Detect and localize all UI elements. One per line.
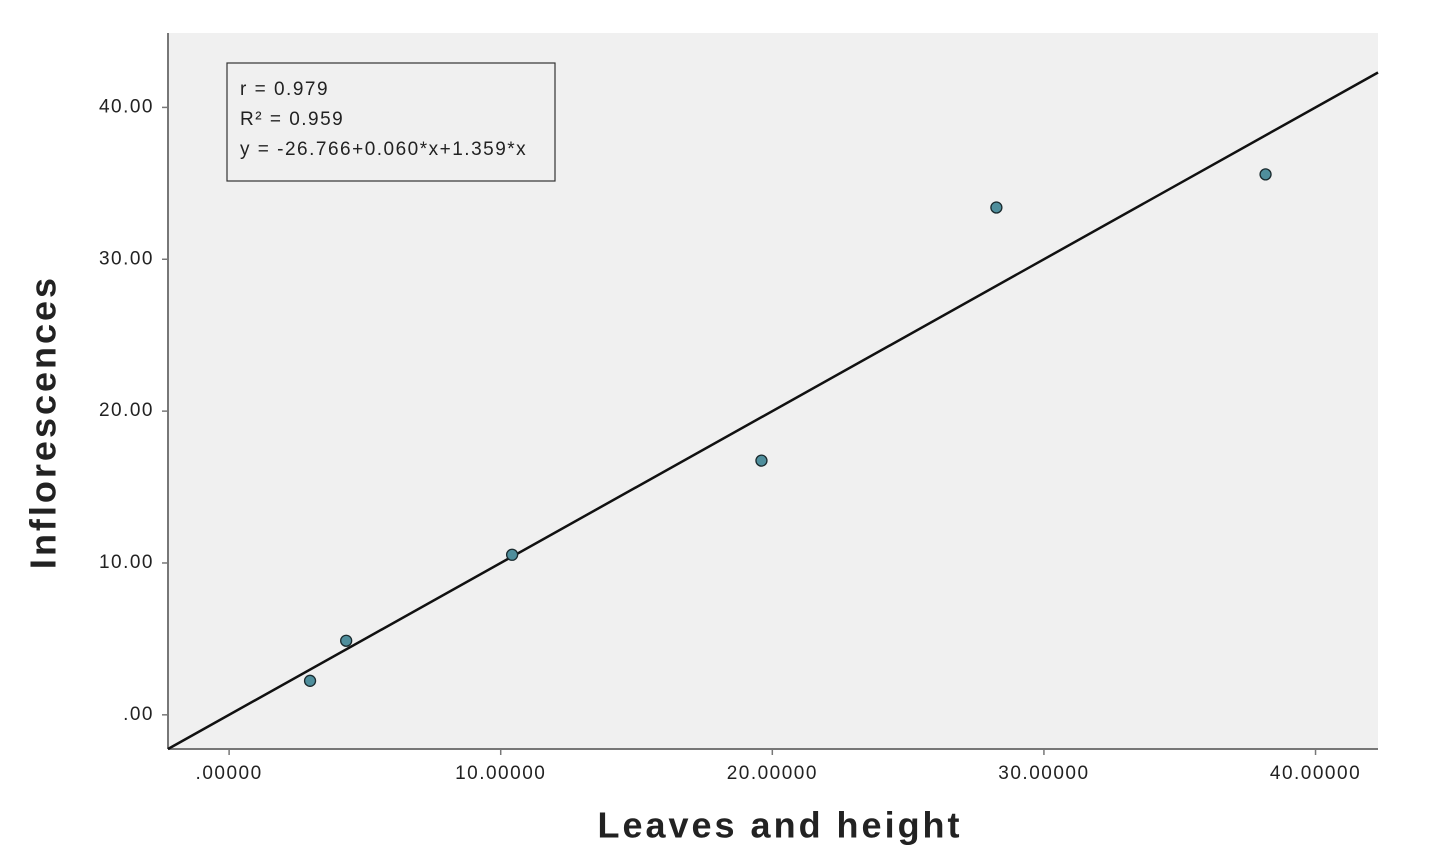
x-tick-label: .00000 bbox=[196, 763, 263, 784]
fit-line bbox=[167, 71, 1379, 751]
annotation-line: r = 0.979 bbox=[240, 79, 329, 100]
point bbox=[755, 454, 768, 467]
point bbox=[505, 548, 519, 561]
plot-area bbox=[168, 33, 1378, 749]
y-tick-label: 40.00 bbox=[99, 96, 154, 117]
y-tick-label: .00 bbox=[123, 704, 154, 725]
y-tick-label: 20.00 bbox=[99, 400, 154, 421]
annotation-line: y = -26.766+0.060*x+1.359*x bbox=[240, 139, 527, 160]
x-tick-label: 20.00000 bbox=[727, 763, 818, 784]
y-tick-label: 30.00 bbox=[99, 248, 154, 269]
point bbox=[340, 634, 353, 647]
y-tick-label: 10.00 bbox=[99, 552, 154, 573]
x-tick-label: 10.00000 bbox=[455, 763, 546, 784]
x-tick-label: 30.00000 bbox=[998, 763, 1089, 784]
point bbox=[303, 674, 317, 687]
annotation-box bbox=[226, 62, 556, 182]
annotation-line: R² = 0.959 bbox=[240, 109, 344, 130]
x-tick-label: 40.00000 bbox=[1270, 763, 1361, 784]
point bbox=[1259, 168, 1272, 181]
x-axis-title: Leaves and height bbox=[597, 805, 962, 846]
point bbox=[990, 201, 1003, 214]
y-axis-title: Inflorescences bbox=[23, 275, 64, 569]
